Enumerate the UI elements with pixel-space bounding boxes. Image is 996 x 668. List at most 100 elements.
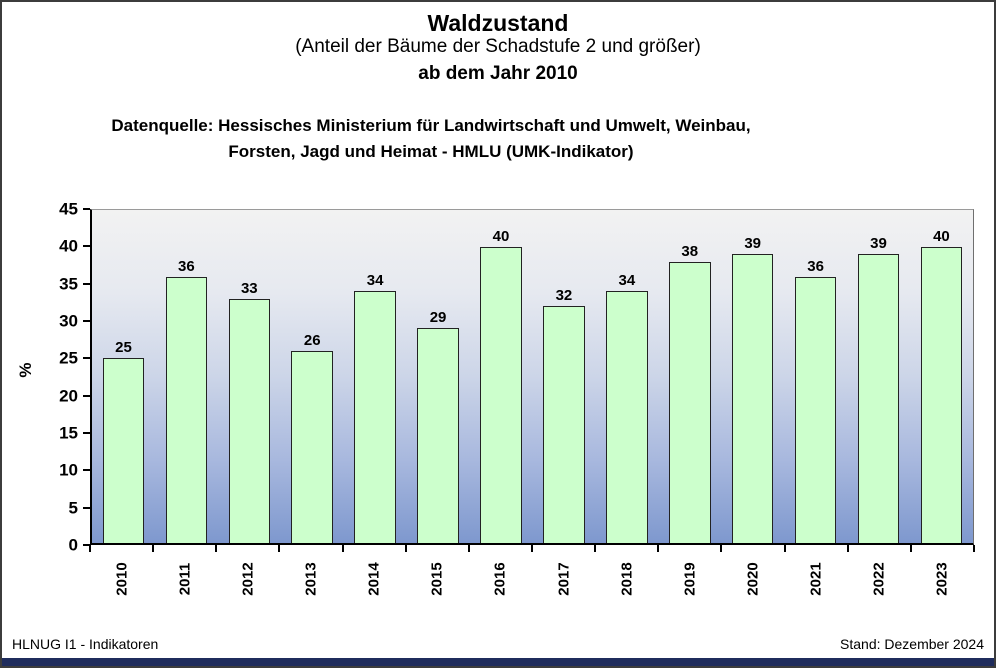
bar-value-label: 39 [870, 235, 887, 253]
x-axis-tick [720, 545, 723, 552]
y-axis-tick [83, 469, 90, 472]
bar-group-2017: 32 [532, 210, 595, 543]
x-axis-label-2011: 2011 [176, 562, 194, 596]
bar-group-2016: 40 [470, 210, 533, 543]
y-axis-label-45: 45 [59, 199, 78, 219]
bar-2017 [543, 306, 585, 543]
bar-group-2012: 33 [218, 210, 281, 543]
bar-group-2010: 25 [92, 210, 155, 543]
y-axis-tick [83, 282, 90, 285]
y-axis-label-10: 10 [59, 460, 78, 480]
x-axis-label-2017: 2017 [555, 562, 573, 596]
x-axis-tick [215, 545, 218, 552]
bar-2023 [920, 247, 963, 543]
x-axis-tick [89, 545, 91, 552]
y-axis-label-15: 15 [59, 423, 78, 443]
x-axis-tick [404, 545, 407, 552]
y-axis-tick [83, 320, 90, 322]
x-axis-label-2018: 2018 [618, 562, 636, 596]
bar-value-label: 34 [618, 272, 636, 290]
y-axis-tick [83, 394, 90, 397]
y-axis-label-30: 30 [59, 311, 78, 331]
x-axis-tick [467, 545, 470, 552]
bar-group-2013: 26 [281, 210, 344, 543]
bar-value-label: 26 [303, 331, 321, 349]
chart-subtitle: (Anteil der Bäume der Schadstufe 2 und g… [295, 36, 701, 57]
bar-group-2021: 36 [784, 210, 847, 543]
bar-group-2015: 29 [407, 210, 470, 543]
x-axis-label-2010: 2010 [113, 562, 131, 596]
bar-group-2020: 39 [721, 210, 784, 543]
x-axis-label-2021: 2021 [807, 562, 825, 596]
x-axis-label-2012: 2012 [239, 562, 257, 596]
bar-group-2023: 40 [910, 210, 973, 543]
bar-group-2011: 36 [155, 210, 218, 543]
x-axis-label-2019: 2019 [681, 562, 699, 596]
y-axis-tick [83, 432, 90, 434]
x-axis-label-2013: 2013 [302, 562, 320, 596]
x-axis-label-2022: 2022 [870, 562, 888, 596]
bar-group-2014: 34 [344, 210, 407, 543]
bar-value-label: 25 [115, 339, 132, 356]
y-axis-label-35: 35 [59, 274, 78, 294]
x-axis-tick [846, 545, 849, 552]
x-axis-tick [278, 545, 281, 552]
bar-group-2022: 39 [847, 210, 910, 543]
data-source-line1: Datenquelle: Hessisches Ministerium für … [111, 116, 751, 135]
y-axis-tick [83, 245, 90, 248]
bar-value-label: 36 [807, 257, 824, 275]
y-axis-tick [83, 357, 90, 360]
bar-value-label: 39 [744, 235, 762, 253]
chart-subtitle-year: ab dem Jahr 2010 [418, 63, 578, 84]
bar-2019 [669, 261, 711, 543]
bar-2022 [857, 254, 900, 543]
bar-value-label: 33 [240, 279, 258, 297]
bar-2020 [731, 254, 774, 543]
x-axis-tick [973, 545, 975, 552]
y-axis-label-0: 0 [68, 535, 78, 555]
x-axis-tick [531, 545, 533, 552]
y-axis-label-20: 20 [59, 386, 78, 406]
y-axis-label-25: 25 [59, 348, 78, 368]
x-axis-tick [909, 545, 912, 552]
x-axis-label-2015: 2015 [428, 562, 446, 596]
bar-value-label: 40 [492, 228, 510, 246]
x-axis-label-2020: 2020 [744, 562, 762, 596]
x-axis-label-2023: 2023 [933, 562, 951, 596]
x-axis-tick [341, 545, 344, 552]
data-source: Datenquelle: Hessisches Ministerium für … [2, 113, 994, 165]
footer-left: HLNUG I1 - Indikatoren [12, 636, 159, 652]
bar-value-label: 29 [429, 309, 447, 327]
bar-value-label: 32 [555, 287, 573, 305]
footer-bar [2, 658, 994, 666]
x-axis-label-2016: 2016 [491, 562, 509, 596]
bar-2010 [102, 358, 145, 543]
chart-title: Waldzustand [427, 10, 569, 36]
y-axis-tick [83, 506, 90, 509]
bar-2015 [417, 328, 459, 543]
bar-2018 [606, 291, 648, 543]
x-axis-label-2014: 2014 [365, 562, 383, 596]
bar-group-2019: 38 [658, 210, 721, 543]
x-axis-tick [783, 545, 786, 552]
plot-area: 25 36 33 26 34 29 40 32 34 38 39 36 39 40 [90, 209, 974, 545]
bar-2016 [480, 247, 522, 543]
bar-2014 [354, 291, 396, 543]
y-axis-tick [83, 544, 90, 546]
x-axis-tick [594, 545, 597, 552]
y-axis-label-40: 40 [59, 236, 78, 256]
y-axis-tick [83, 208, 90, 210]
bar-2021 [794, 276, 837, 543]
bar-2011 [165, 276, 208, 543]
bar-value-label: 34 [366, 272, 384, 290]
data-source-line2: Forsten, Jagd und Heimat - HMLU (UMK-Ind… [228, 142, 634, 161]
bar-group-2018: 34 [595, 210, 658, 543]
y-axis-label-5: 5 [68, 498, 78, 518]
bar-value-label: 36 [178, 257, 195, 275]
footer-right: Stand: Dezember 2024 [840, 636, 984, 652]
bar-value-label: 40 [933, 228, 950, 246]
bar-value-label: 38 [681, 242, 699, 260]
x-axis-tick [152, 545, 155, 552]
bar-2012 [228, 298, 271, 543]
